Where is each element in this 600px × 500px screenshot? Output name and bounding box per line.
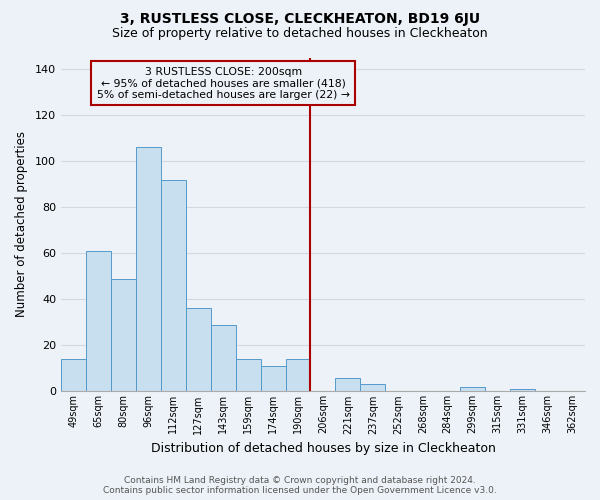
Bar [460, 387, 485, 392]
Bar [161, 180, 186, 392]
Bar [260, 366, 286, 392]
Bar [136, 148, 161, 392]
Bar [86, 251, 111, 392]
Text: Size of property relative to detached houses in Cleckheaton: Size of property relative to detached ho… [112, 28, 488, 40]
Y-axis label: Number of detached properties: Number of detached properties [15, 132, 28, 318]
Bar [211, 324, 236, 392]
Bar [61, 359, 86, 392]
Bar [361, 384, 385, 392]
Bar [510, 389, 535, 392]
Bar [286, 359, 310, 392]
Bar [335, 378, 361, 392]
X-axis label: Distribution of detached houses by size in Cleckheaton: Distribution of detached houses by size … [151, 442, 496, 455]
Bar [186, 308, 211, 392]
Bar [111, 278, 136, 392]
Text: 3 RUSTLESS CLOSE: 200sqm
← 95% of detached houses are smaller (418)
5% of semi-d: 3 RUSTLESS CLOSE: 200sqm ← 95% of detach… [97, 66, 350, 100]
Text: Contains HM Land Registry data © Crown copyright and database right 2024.
Contai: Contains HM Land Registry data © Crown c… [103, 476, 497, 495]
Text: 3, RUSTLESS CLOSE, CLECKHEATON, BD19 6JU: 3, RUSTLESS CLOSE, CLECKHEATON, BD19 6JU [120, 12, 480, 26]
Bar [236, 359, 260, 392]
